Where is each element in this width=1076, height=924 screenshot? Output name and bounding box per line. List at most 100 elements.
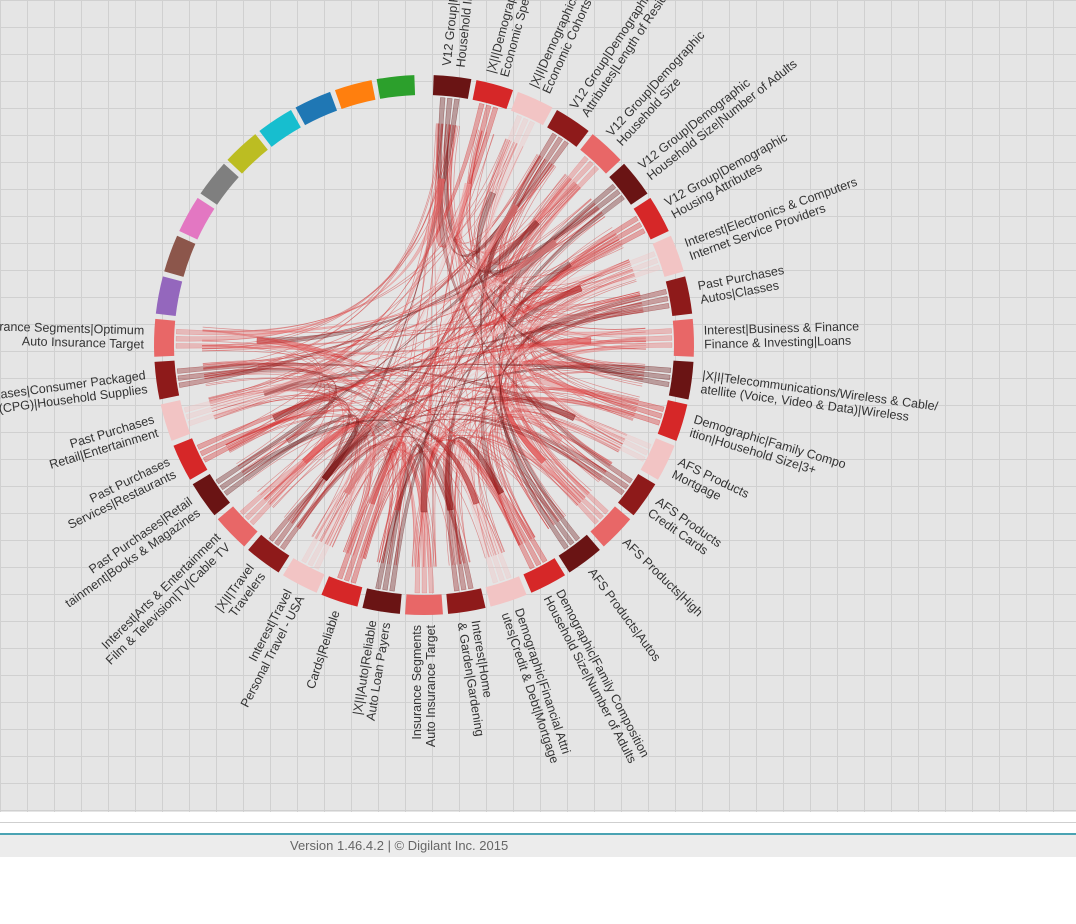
chord-ribbon	[202, 285, 583, 463]
chord-link	[213, 259, 630, 416]
chord-link	[497, 421, 603, 529]
chord-ribbon	[199, 408, 480, 505]
chord-link	[454, 304, 643, 565]
chord-arc-group-31[interactable]	[164, 235, 196, 277]
chord-label-v12-group-demographic-household-size-number-of-adults: V12 Group|DemographicHousehold Size|Numb…	[636, 46, 800, 183]
chord-link	[448, 273, 635, 566]
chord-arc-v12-group-demographic-housing-attributes-length-of-residence[interactable]	[547, 110, 589, 147]
chord-arc-group-32[interactable]	[179, 197, 215, 240]
chord-arc-group-34[interactable]	[227, 134, 268, 174]
chord-ribbon	[301, 182, 471, 564]
chord-arc-x-i-telecommunications-wireless-cable-atellite-voice-video-data-wireless[interactable]	[668, 360, 694, 400]
chord-arc-interest-home-garden-gardening[interactable]	[446, 588, 486, 614]
chord-arc-interest-electronics-computers-internet-service-providers[interactable]	[652, 235, 684, 277]
chord-link	[204, 368, 321, 452]
footer-accent-line	[0, 833, 1076, 835]
chord-arc-chases-consumer-packaged-s-cpg-household-supplies[interactable]	[154, 360, 180, 400]
chord-link	[202, 330, 524, 544]
chord-link	[502, 274, 635, 529]
chord-label-line: Auto Insurance Target	[424, 624, 438, 747]
chord-link	[528, 261, 636, 413]
chord-link	[201, 124, 451, 346]
chord-link	[519, 263, 631, 479]
chord-arc-x-i-travel-travelers[interactable]	[248, 534, 290, 573]
chord-label-interest-business-finance-finance-investing-loans: Interest|Business & FinanceFinance & Inv…	[704, 319, 860, 351]
chord-arc-interest-travel-personal-travel-usa[interactable]	[282, 558, 325, 593]
chord-arc-group-30[interactable]	[155, 276, 183, 316]
chord-ribbon	[177, 368, 337, 444]
chord-ribbon	[475, 191, 670, 388]
chord-link	[213, 384, 628, 435]
chord-link	[209, 390, 455, 565]
chord-arc-past-purchases-autos-classes[interactable]	[665, 276, 693, 316]
chord-arc-afs-products-credit-cards[interactable]	[618, 473, 656, 516]
chord-arc-demographic-family-composition-household-size-number-of-adults[interactable]	[523, 558, 566, 593]
chord-link	[447, 125, 541, 244]
chord-arc-past-purchases-services-restaurants[interactable]	[173, 438, 208, 480]
chord-arc-past-purchases-retail-entertainment[interactable]	[160, 400, 191, 441]
chord-link	[237, 268, 633, 467]
chord-arc-interest-business-finance-finance-investing-loans[interactable]	[672, 318, 694, 357]
chord-arc-v12-group-demographic-household-size[interactable]	[580, 134, 621, 174]
chord-link	[472, 139, 538, 247]
chord-arc-interest-arts-entertainment-film-television-tv-cable-tv[interactable]	[217, 506, 258, 547]
chord-link	[445, 182, 576, 566]
chord-ribbon	[445, 436, 504, 592]
chord-arc-afs-products-high[interactable]	[590, 506, 631, 547]
chord-chart-canvas[interactable]: V12 Group|FinancialHousehold Income |X|I|…	[0, 0, 1076, 812]
chord-link	[201, 206, 598, 347]
chord-link	[203, 123, 442, 369]
chord-link	[510, 411, 611, 498]
chord-ribbon	[175, 239, 558, 336]
chord-arc-demographic-financial-attri-utes-credit-debt-mortgage[interactable]	[485, 576, 527, 607]
chord-link	[203, 340, 646, 370]
chord-link	[488, 431, 581, 538]
chord-arc-demographic-family-compo-ition-household-size-3[interactable]	[657, 400, 688, 441]
chord-link	[477, 138, 577, 255]
footer: Version 1.46.4.2 | © Digilant Inc. 2015	[0, 835, 1076, 857]
chord-diagram: V12 Group|FinancialHousehold Income |X|I|…	[0, 0, 939, 766]
chord-ribbon	[313, 203, 520, 570]
chord-ribbon	[175, 343, 586, 397]
chord-arc-x-i-demographics-economic-cohorts[interactable]	[510, 91, 553, 126]
chord-link	[203, 368, 326, 475]
chord-label-chases-consumer-packaged-s-cpg-household-supplies: chases|Consumer Packageds (CPG)|Househol…	[0, 368, 148, 417]
chord-link	[204, 123, 444, 380]
chord-ribbon	[175, 178, 445, 342]
chord-arc-v12-group-financial-household-income[interactable]	[432, 75, 472, 99]
chord-arc-group-37[interactable]	[334, 80, 376, 109]
chord-link	[506, 270, 634, 520]
chord-arc-x-i-demographics-economic-spectrum[interactable]	[472, 80, 514, 109]
chord-link	[365, 164, 555, 560]
chord-arc-afs-products-autos[interactable]	[558, 534, 600, 573]
chord-label-line: Cards|Reliable	[304, 609, 343, 691]
chord-arc-cards-reliable[interactable]	[321, 576, 363, 607]
chord-label-x-i-auto-reliable-auto-loan-payers: |X|I|Auto|ReliableAuto Loan Payers	[350, 619, 393, 722]
chord-link	[512, 184, 633, 294]
chord-label-v12-group-financial-household-income: V12 Group|FinancialHousehold Income	[440, 0, 480, 68]
chord-arc-past-purchases-retail-tainment-books-magazines[interactable]	[192, 473, 230, 516]
chord-arc-group-35[interactable]	[259, 110, 301, 147]
chord-arc-afs-products-mortgage[interactable]	[640, 438, 675, 480]
chord-arc-group-36[interactable]	[295, 91, 338, 126]
chord-link	[363, 414, 621, 559]
chord-arc-insurance-segments-auto-insurance-target[interactable]	[405, 594, 443, 615]
chord-label-line: Auto Insurance Target	[22, 334, 145, 351]
chord-group-arcs	[154, 75, 694, 615]
chord-label-line: Insurance Segments	[410, 625, 424, 740]
chord-arc-v12-group-demographic-housing-attributes[interactable]	[633, 197, 669, 240]
chord-arc-group-38[interactable]	[376, 75, 416, 99]
chord-link	[296, 391, 637, 528]
chord-link	[203, 239, 620, 369]
chord-arc-group-33[interactable]	[200, 163, 239, 205]
chord-label-cards-reliable: Cards|Reliable	[304, 609, 343, 691]
chord-label-x-i-demographics-economic-spectrum: |X|I|DemographicsEconomic Spectrum	[484, 0, 540, 79]
chord-arc-insurance-segments-optimum-auto-insurance-target[interactable]	[154, 318, 176, 357]
chord-ribbon	[196, 337, 592, 450]
chord-ribbon	[498, 261, 581, 542]
chord-ribbon	[382, 444, 428, 591]
chord-arc-v12-group-demographic-household-size-number-of-adults[interactable]	[609, 163, 648, 205]
chord-arc-x-i-auto-reliable-auto-loan-payers[interactable]	[362, 588, 402, 614]
chord-link	[365, 338, 646, 560]
chord-label-afs-products-credit-cards: AFS ProductsCredit Cards	[645, 494, 724, 561]
